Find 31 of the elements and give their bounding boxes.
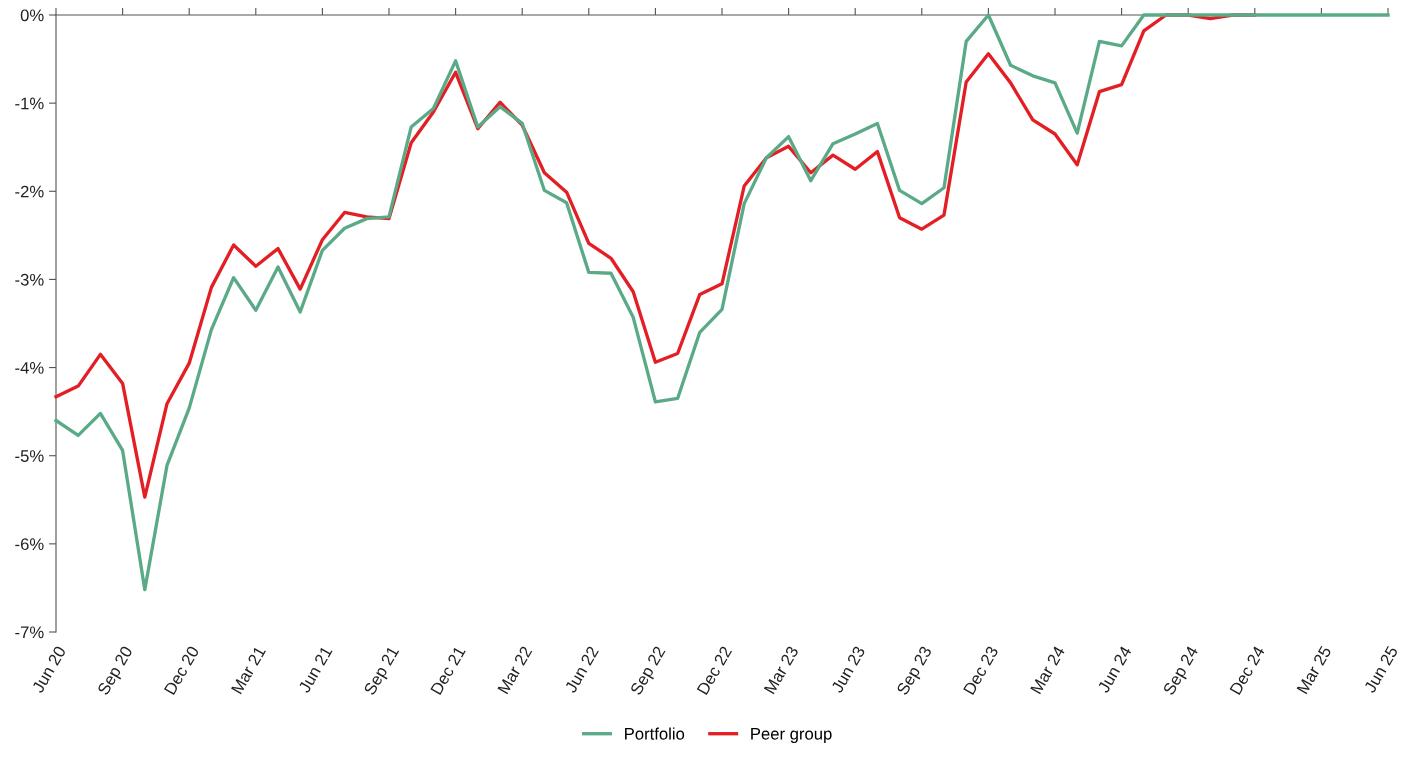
y-tick-label: -1% — [15, 97, 44, 110]
x-tick-label: Dec 23 — [963, 645, 999, 696]
x-tick-label: Dec 20 — [163, 645, 200, 696]
x-tick-label: Jun 21 — [297, 645, 333, 694]
x-tick-label: Jun 25 — [1363, 645, 1399, 694]
legend-label: Peer group — [751, 728, 832, 743]
x-tick-label: Jun 24 — [1097, 645, 1132, 694]
x-tick-label: Dec 21 — [430, 645, 466, 696]
x-tick-label: Sep 22 — [629, 645, 669, 698]
x-tick-label: Mar 23 — [763, 645, 799, 695]
x-tick-label: Sep 24 — [1162, 645, 1202, 698]
legend-label: Portfolio — [625, 727, 685, 740]
x-tick-label: Mar 25 — [1296, 645, 1332, 695]
y-tick-label: -2% — [15, 185, 44, 198]
y-tick-label: -5% — [15, 450, 44, 462]
x-tick-label: Mar 22 — [497, 645, 533, 695]
x-tick-label: Mar 24 — [1030, 645, 1066, 695]
x-tick-label: Dec 24 — [1229, 645, 1266, 696]
x-tick-label: Dec 22 — [696, 645, 733, 696]
x-tick-label: Sep 20 — [96, 645, 136, 698]
x-tick-label: Mar 21 — [230, 645, 266, 695]
x-tick-label: Jun 20 — [31, 645, 67, 694]
y-tick-label: 0% — [20, 9, 44, 22]
x-tick-label: Sep 23 — [896, 645, 935, 698]
x-tick-label: Sep 21 — [363, 645, 403, 698]
y-tick-label: -3% — [15, 273, 44, 286]
x-tick-label: Jun 22 — [564, 645, 599, 694]
y-tick-label: -4% — [15, 362, 44, 374]
y-tick-label: -7% — [15, 626, 44, 639]
x-tick-label: Jun 23 — [830, 645, 866, 694]
y-tick-label: -6% — [15, 538, 44, 551]
